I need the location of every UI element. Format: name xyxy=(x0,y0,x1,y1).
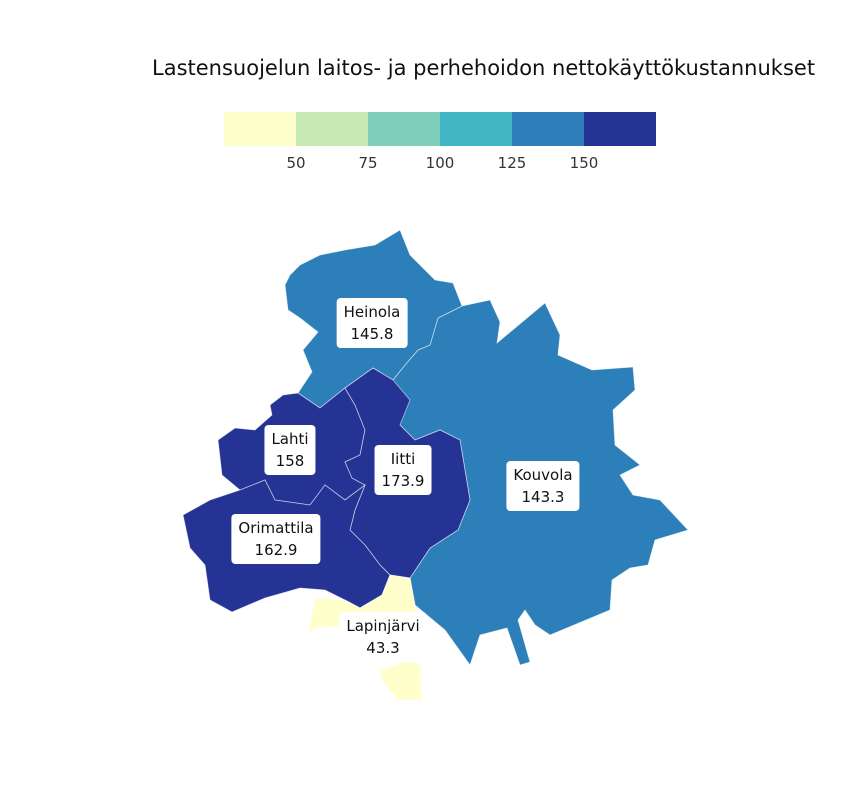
region-value: 143.3 xyxy=(521,488,565,506)
legend-ticks: 50 75 100 125 150 xyxy=(224,154,656,174)
region-value: 145.8 xyxy=(350,325,394,343)
legend-tick: 125 xyxy=(497,154,527,172)
region-value: 173.9 xyxy=(381,472,425,490)
region-label-lahti: Lahti 158 xyxy=(264,425,316,475)
legend-swatch xyxy=(368,112,440,146)
legend-swatch xyxy=(224,112,296,146)
legend-swatch xyxy=(440,112,512,146)
region-label-lapinjarvi: Lapinjärvi 43.3 xyxy=(339,612,427,662)
region-name: Orimattila xyxy=(238,519,314,537)
region-label-iitti: Iitti 173.9 xyxy=(374,445,432,495)
legend-tick: 75 xyxy=(358,154,378,172)
legend-tick: 100 xyxy=(425,154,455,172)
region-value: 162.9 xyxy=(254,541,298,559)
region-value: 43.3 xyxy=(366,639,400,657)
color-legend xyxy=(224,112,656,146)
legend-tick: 50 xyxy=(286,154,306,172)
region-value: 158 xyxy=(275,452,305,470)
map-title: Lastensuojelun laitos- ja perhehoidon ne… xyxy=(152,56,816,80)
region-label-orimattila: Orimattila 162.9 xyxy=(231,514,321,564)
region-name: Iitti xyxy=(390,450,416,468)
region-name: Lapinjärvi xyxy=(346,617,420,635)
legend-swatch xyxy=(296,112,368,146)
region-name: Lahti xyxy=(271,430,309,448)
region-name: Kouvola xyxy=(513,466,573,484)
legend-swatch xyxy=(512,112,584,146)
region-label-heinola: Heinola 145.8 xyxy=(336,298,408,348)
region-label-kouvola: Kouvola 143.3 xyxy=(506,461,580,511)
legend-tick: 150 xyxy=(569,154,599,172)
region-name: Heinola xyxy=(343,303,401,321)
legend-swatch xyxy=(584,112,656,146)
